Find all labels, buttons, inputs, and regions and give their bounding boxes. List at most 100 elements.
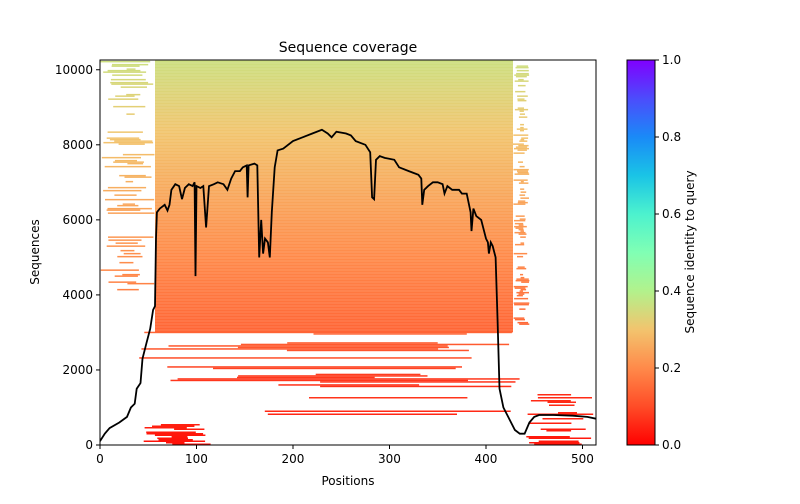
alignment-row [529,422,572,424]
alignment-row [526,436,570,438]
alignment-row [110,78,146,81]
alignment-row [515,90,526,93]
alignment-row [146,431,196,433]
alignment-row [170,379,468,382]
alignment-row [155,194,513,196]
alignment-row [520,242,525,244]
alignment-row [320,385,512,388]
alignment-row [155,320,513,322]
alignment-row [519,110,524,112]
alignment-row [517,99,527,102]
alignment-row [513,152,525,154]
alignment-row [155,126,513,129]
alignment-row [155,315,513,318]
alignment-row [517,171,529,174]
alignment-row [112,74,143,76]
alignment-row [513,302,530,304]
alignment-row [143,440,206,442]
alignment-row [516,69,529,72]
alignment-row [103,189,142,192]
alignment-row [155,279,513,282]
alignment-row [155,137,513,139]
alignment-band [513,65,530,325]
alignment-row [155,282,513,285]
alignment-row [155,98,513,100]
alignment-row [117,204,139,207]
alignment-row [114,194,137,196]
alignment-row [537,397,592,399]
alignment-row [514,173,530,175]
alignment-row [515,75,527,78]
alignment-row [155,327,513,330]
alignment-row [519,165,525,168]
alignment-row [155,107,513,109]
alignment-row [520,126,524,129]
alignment-row [155,185,513,187]
alignment-row [117,255,143,258]
alignment-row [155,165,513,168]
alignment-band [526,394,594,445]
alignment-row [286,349,469,352]
alignment-row [155,311,513,313]
alignment-row [155,189,513,192]
alignment-row [515,243,525,246]
alignment-row [155,239,513,241]
alignment-row [115,242,138,244]
alignment-row [107,186,147,189]
alignment-row [320,381,516,383]
alignment-row [517,266,525,268]
alignment-row [155,305,513,307]
alignment-row [108,236,154,238]
alignment-row [155,227,513,229]
chart-title: Sequence coverage [279,40,418,56]
alignment-row [514,108,529,111]
alignment-band [143,424,211,445]
alignment-row [517,98,525,100]
alignment-row [155,63,513,66]
alignment-row [155,77,513,79]
alignment-row [155,89,513,91]
alignment-row [155,114,513,117]
y-tick-label: 6000 [62,213,93,227]
alignment-row [513,179,528,181]
alignment-row [155,275,513,277]
alignment-row [155,113,513,115]
alignment-row [155,285,513,288]
alignment-row [155,95,513,97]
alignment-row [514,231,526,234]
alignment-row [155,159,513,162]
colorbar-tick-label: 0.4 [662,284,681,298]
alignment-row [115,95,135,97]
alignment-row [160,424,200,426]
alignment-row [155,260,513,262]
alignment-row [108,98,139,100]
alignment-row [517,95,528,97]
alignment-row [155,287,513,289]
alignment-row [516,294,523,297]
alignment-row [155,83,513,85]
alignment-row [155,96,513,99]
alignment-row [155,297,513,300]
alignment-row [520,276,525,279]
alignment-row [107,69,141,72]
alignment-row [155,210,513,213]
alignment-row [155,201,513,204]
alignment-row [155,146,513,148]
alignment-row [155,180,513,183]
alignment-row [155,123,513,126]
alignment-row [155,125,513,127]
alignment-row [240,343,510,346]
alignment-row [155,119,513,121]
alignment-row [141,348,439,350]
alignment-row [518,200,526,202]
alignment-row [155,62,513,64]
alignment-row [155,92,513,94]
alignment-row [518,182,529,184]
colorbar-axis: 0.0 0.2 0.4 0.6 0.8 1.0 [655,53,681,452]
alignment-row [519,218,526,220]
alignment-row [155,86,513,88]
alignment-row [155,191,513,193]
alignment-row [516,278,529,280]
alignment-row [155,267,513,270]
alignment-row [126,93,141,96]
